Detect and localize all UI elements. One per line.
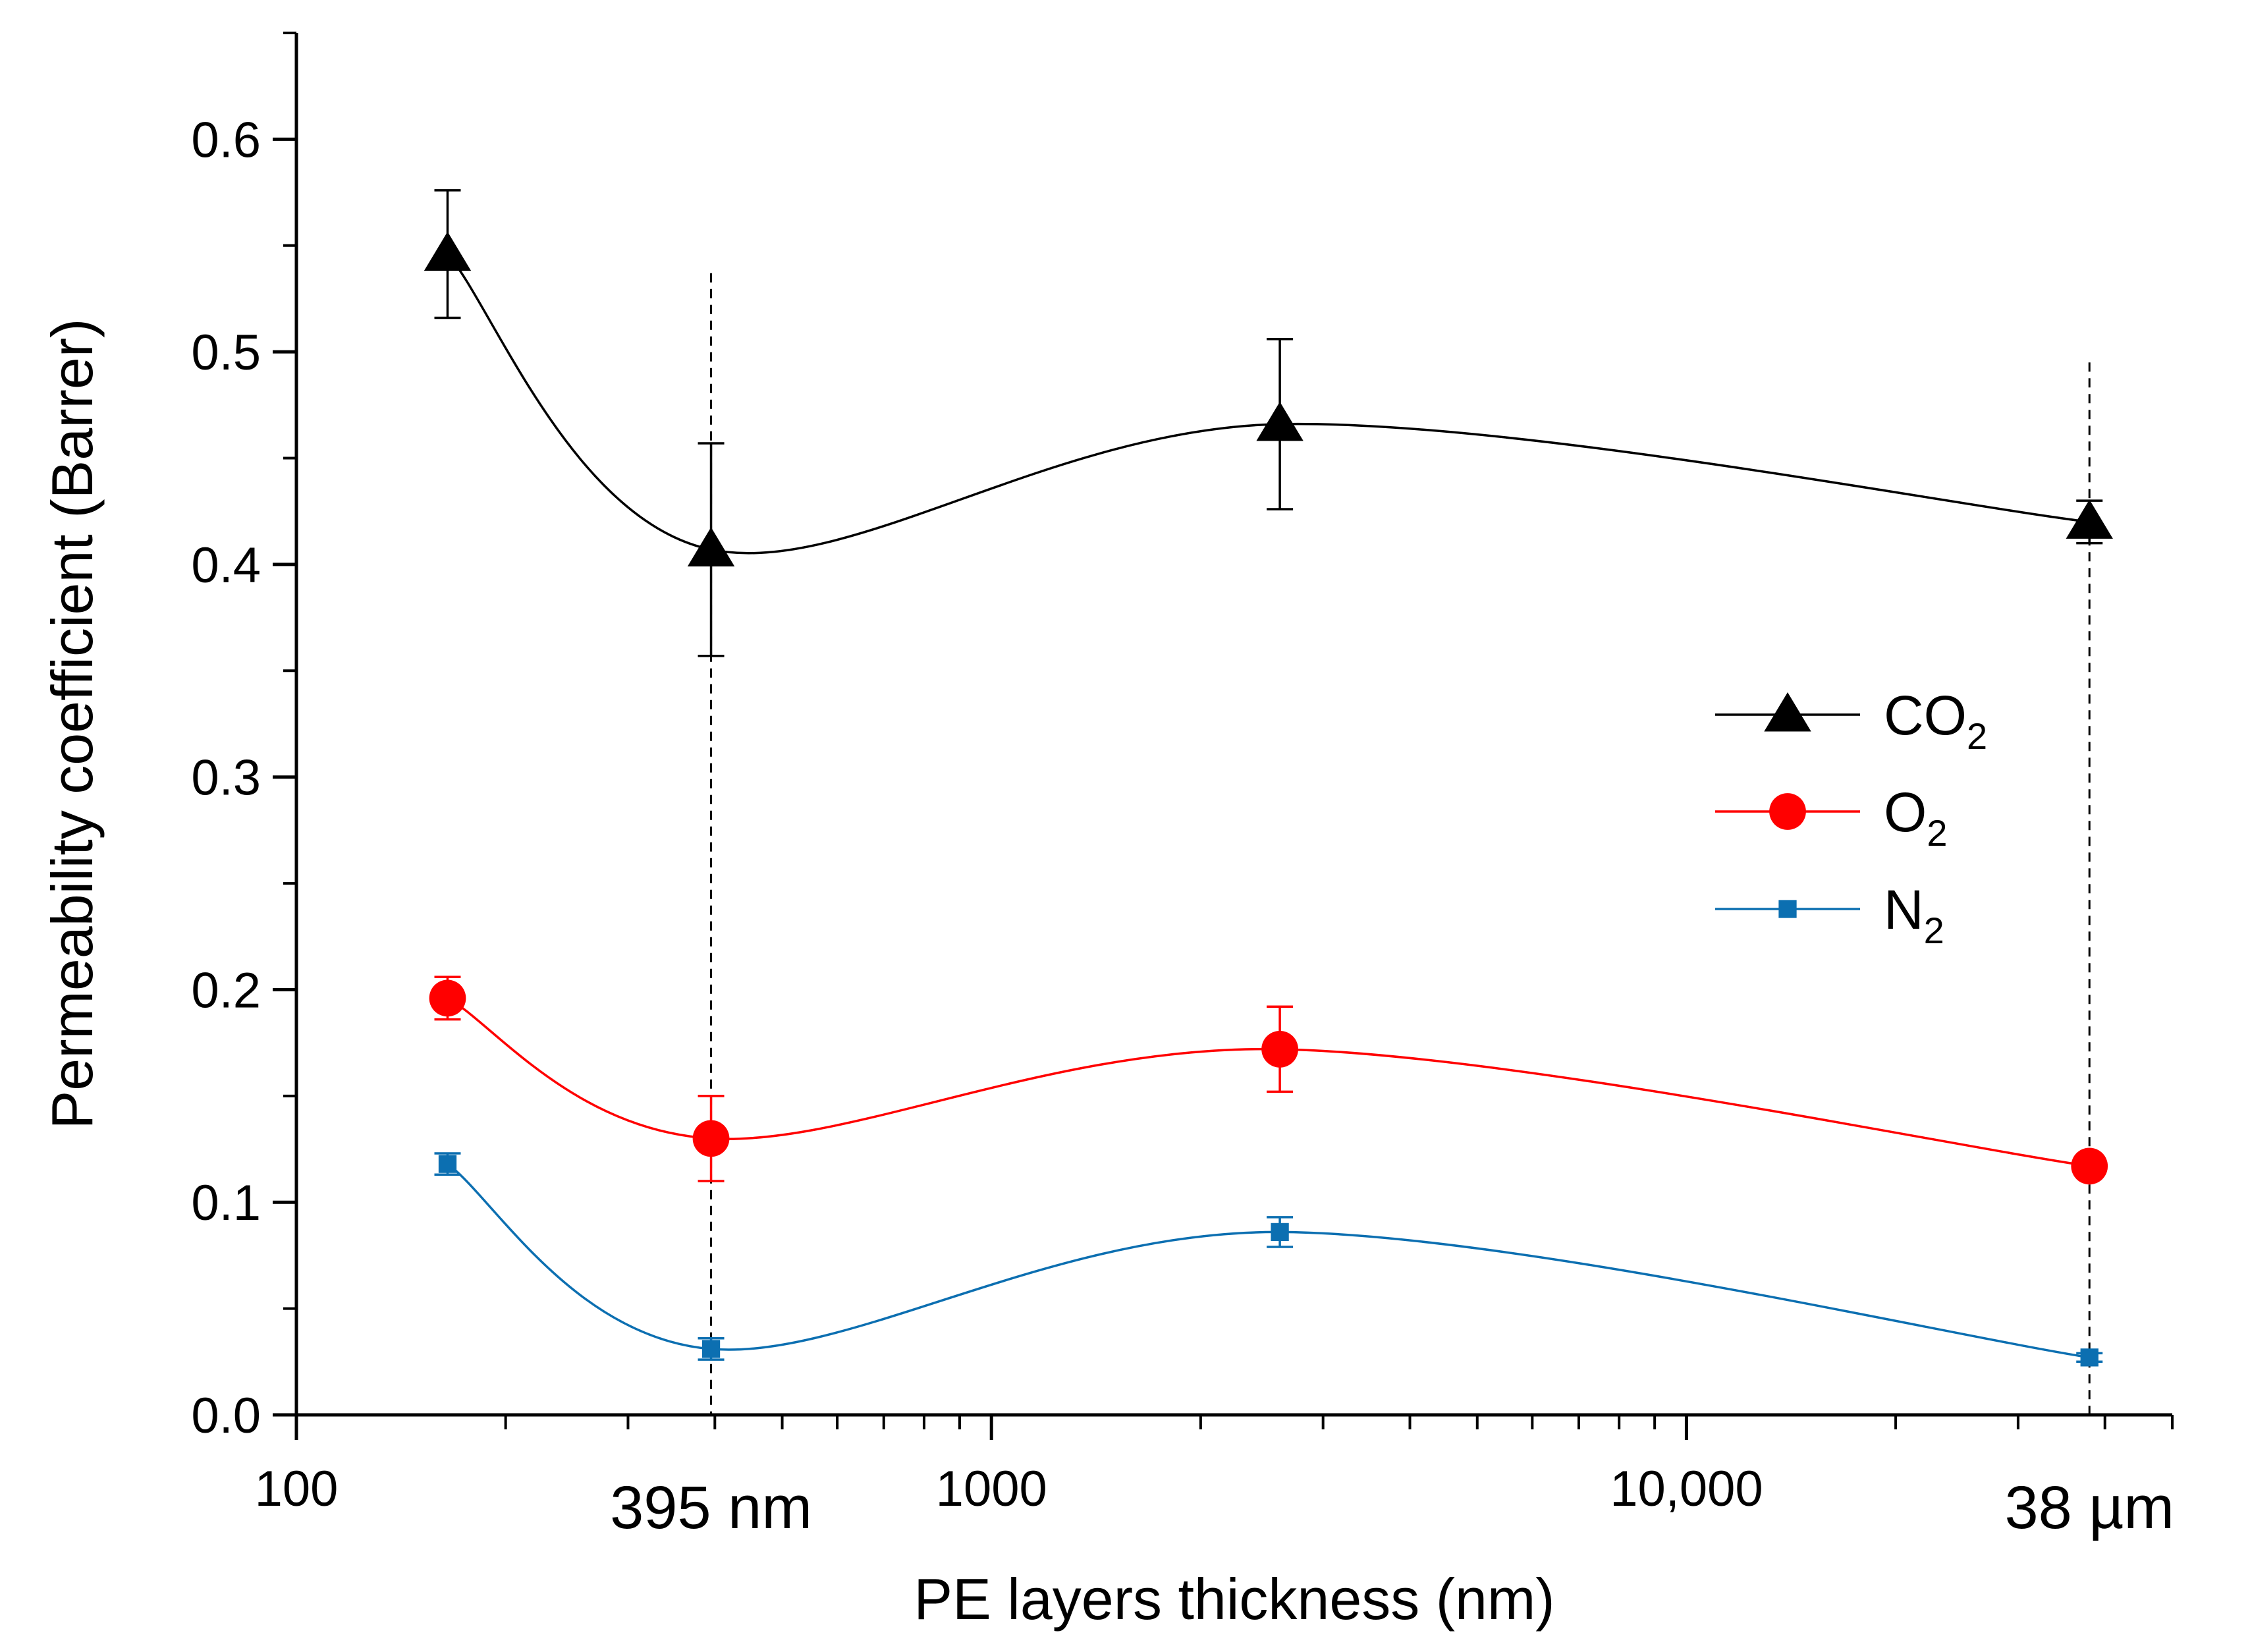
legend-label-text: N: [1884, 879, 1924, 941]
series-line-2: [447, 1163, 2090, 1359]
legend-entry-1: O2: [1715, 781, 1948, 854]
x-axis-title: PE layers thickness (nm): [914, 1566, 1554, 1632]
series-2: [434, 1152, 2103, 1367]
data-point-1-3: [2071, 1147, 2108, 1185]
legend-label-text: CO: [1884, 684, 1967, 746]
legend-marker-0: [1764, 692, 1811, 732]
legend-marker-1: [1769, 793, 1806, 830]
series-1: [429, 976, 2108, 1185]
legend-label-subscript: 2: [1927, 812, 1947, 854]
axes: 0.0 0.1 0.2 0.3 0.4 0.5 0.6 100 395 nm 1000 10,000…: [191, 32, 2174, 1541]
data-point-0-2: [1256, 401, 1303, 441]
y-tick-label-2: 0.2: [191, 962, 261, 1018]
y-tick-label-6: 0.6: [191, 112, 261, 168]
y-tick-label-5: 0.5: [191, 325, 261, 381]
x-tick-label-3: 10,000: [1610, 1461, 1763, 1517]
series-line-0: [447, 253, 2090, 555]
x-tick-label-2: 1000: [936, 1461, 1047, 1517]
data-point-0-3: [2066, 499, 2113, 539]
y-tick-label-0: 0.0: [191, 1388, 261, 1444]
series-line-1: [447, 997, 2090, 1168]
data-point-1-1: [692, 1120, 730, 1157]
data-point-2-2: [1271, 1223, 1289, 1242]
y-axis-title: Permeability coefficient (Barrer): [40, 319, 105, 1130]
reference-lines: [710, 273, 2091, 1415]
x-tick-label-0: 100: [255, 1461, 339, 1517]
legend-label-subscript: 2: [1924, 910, 1944, 951]
legend-label-subscript: 2: [1967, 715, 1987, 757]
data-point-1-2: [1261, 1030, 1298, 1068]
y-tick-label-3: 0.3: [191, 750, 261, 806]
legend-entry-0: CO2: [1715, 684, 1987, 757]
data-point-0-1: [687, 527, 735, 566]
series-0: [424, 189, 2113, 657]
x-tick-label-1: 395 nm: [610, 1474, 812, 1541]
series-layer: [424, 189, 2113, 1367]
x-tick-label-4: 38 µm: [2004, 1474, 2174, 1541]
data-point-2-1: [701, 1340, 721, 1358]
legend-label-1: O2: [1884, 781, 1948, 854]
legend-entry-2: N2: [1715, 879, 1944, 951]
data-point-2-0: [438, 1155, 457, 1173]
data-point-1-0: [429, 979, 466, 1017]
legend-label-2: N2: [1884, 879, 1944, 951]
data-point-2-3: [2080, 1348, 2099, 1367]
legend-marker-2: [1778, 900, 1797, 918]
data-point-0-0: [424, 231, 472, 271]
y-tick-label-1: 0.1: [191, 1175, 261, 1231]
legend-label-text: O: [1884, 781, 1927, 843]
legend-label-0: CO2: [1884, 684, 1987, 757]
y-tick-label-4: 0.4: [191, 537, 261, 593]
